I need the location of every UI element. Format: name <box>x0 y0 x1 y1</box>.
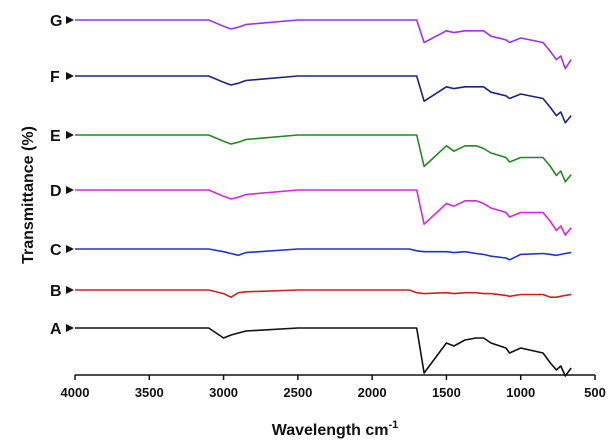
series-arrow-g <box>66 16 74 24</box>
x-tick-label: 1000 <box>506 385 535 400</box>
series-label-b: B <box>50 283 62 300</box>
series-line-a <box>75 327 572 377</box>
series-label-g: G <box>50 13 62 30</box>
series-line-e <box>75 134 572 183</box>
x-ticks: 4000 3500 3000 2500 2000 1500 1000 500 <box>61 375 606 400</box>
x-tick-label: 4000 <box>61 385 90 400</box>
series-line-b <box>75 289 572 299</box>
x-axis-title: Wavelength cm-1 <box>272 419 399 439</box>
x-tick-label: 1500 <box>432 385 461 400</box>
x-axis: 4000 3500 3000 2500 2000 1500 1000 500 <box>61 374 606 400</box>
x-tick-label: 3500 <box>135 385 164 400</box>
series-line-c <box>75 248 572 261</box>
x-tick-label: 500 <box>584 385 606 400</box>
series-label-c: C <box>50 242 62 259</box>
series-layer <box>75 19 572 377</box>
x-tick-label: 2500 <box>283 385 312 400</box>
y-axis-title: Transmittance (%) <box>20 126 37 264</box>
series-labels: A B C D E F G <box>50 13 74 338</box>
x-tick-label: 2000 <box>358 385 387 400</box>
series-label-f: F <box>50 69 60 86</box>
series-arrow-c <box>66 245 74 253</box>
series-arrow-a <box>66 324 74 332</box>
series-label-d: D <box>50 183 62 200</box>
series-arrow-e <box>66 131 74 139</box>
series-line-f <box>75 75 572 124</box>
series-arrow-f <box>66 72 74 80</box>
series-arrow-b <box>66 286 74 294</box>
series-label-e: E <box>50 128 61 145</box>
series-label-a: A <box>50 321 62 338</box>
series-arrow-d <box>66 186 74 194</box>
x-tick-label: 3000 <box>209 385 238 400</box>
series-line-g <box>75 19 572 70</box>
series-line-d <box>75 189 572 236</box>
